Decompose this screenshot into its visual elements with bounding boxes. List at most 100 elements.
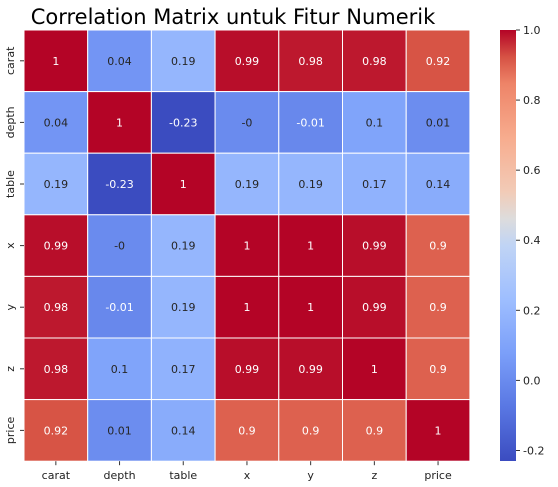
heatmap-cell-price-price	[405, 399, 471, 462]
cell-value-label: 0.98	[298, 55, 323, 68]
heatmap-cell-carat-z	[342, 29, 407, 93]
heatmap-cell-z-x	[214, 337, 280, 401]
cell-value-label: 0.19	[44, 178, 69, 191]
heatmap-cell-depth-table	[150, 91, 216, 154]
cell-value-label: 1	[180, 178, 187, 191]
colorbar-tick-label: 0.2	[523, 304, 541, 317]
cell-value-label: 0.9	[238, 424, 256, 437]
heatmap-cell-price-x	[214, 399, 280, 462]
heatmap-cell-table-depth	[87, 152, 152, 216]
heatmap-cell-x-carat	[23, 214, 89, 277]
colorbar-ticks: 1.0 0.8 0.6 0.4 0.2 0.0 -0.2	[516, 24, 544, 457]
cell-value-label: 1	[307, 301, 314, 314]
cell-value-label: 0.17	[362, 178, 387, 191]
column-tick-labels: carat depth table x y z price	[42, 461, 452, 482]
heatmap-cell-z-carat	[23, 337, 89, 401]
cell-value-label: 0.98	[362, 55, 387, 68]
cell-value-label: 0.14	[426, 178, 451, 191]
cell-value-label: 0.99	[235, 55, 260, 68]
heatmap-cell-depth-y	[278, 91, 343, 154]
cell-value-label: 0.04	[107, 55, 132, 68]
heatmap-cell-table-z	[342, 152, 407, 216]
cell-value-label: 0.14	[171, 424, 196, 437]
row-tick-label: x	[4, 242, 17, 249]
heatmap-cell-price-z	[342, 399, 407, 462]
cell-value-label: 1	[307, 240, 314, 253]
heatmap-cell-carat-x	[214, 29, 280, 93]
colorbar-tick-label: 0.8	[523, 94, 541, 107]
cell-value-label: -0.23	[169, 116, 197, 129]
cell-value-label: 0.99	[235, 363, 260, 376]
heatmap-cell-carat-table	[150, 29, 216, 93]
heatmap-cell-z-price	[405, 337, 471, 401]
cell-value-label: 0.99	[362, 240, 387, 253]
cell-value-label: 1	[243, 301, 250, 314]
cell-value-label: 0.99	[362, 301, 387, 314]
cell-value-label: 0.17	[171, 363, 196, 376]
heatmap-cell-table-price	[405, 152, 471, 216]
heatmap-cell-table-x	[214, 152, 280, 216]
cell-value-label: 0.19	[171, 55, 196, 68]
cell-value-label: 0.99	[298, 363, 323, 376]
cell-value-label: -0.23	[105, 178, 133, 191]
heatmap-cell-table-table	[150, 152, 216, 216]
cell-value-label: 0.99	[44, 240, 69, 253]
row-tick-label: z	[4, 366, 17, 372]
cell-value-label: 0.01	[107, 424, 132, 437]
cell-value-label: 1	[435, 424, 442, 437]
colorbar-tick-label: 1.0	[523, 24, 541, 37]
heatmap-cell-x-price	[405, 214, 471, 277]
cell-value-label: 0.98	[44, 301, 69, 314]
colorbar-tick-label: 0.6	[523, 164, 541, 177]
row-tick-label: table	[4, 170, 17, 198]
column-tick-label: price	[424, 469, 452, 482]
cell-value-label: 0.19	[235, 178, 260, 191]
heatmap-cell-y-carat	[23, 275, 89, 339]
colorbar-tick-label: 0.4	[523, 234, 541, 247]
column-tick-label: z	[371, 469, 377, 482]
heatmap-cell-z-depth	[87, 337, 152, 401]
cell-value-label: 1	[243, 240, 250, 253]
heatmap-cell-y-table	[150, 275, 216, 339]
heatmap-cell-depth-price	[405, 91, 471, 154]
column-tick-label: carat	[42, 469, 71, 482]
cell-value-label: 1	[116, 116, 123, 129]
row-tick-labels: carat depth table x y z price	[4, 46, 24, 444]
cell-value-label: 0.92	[426, 55, 451, 68]
column-tick-label: depth	[104, 469, 136, 482]
heatmap-cell-price-carat	[23, 399, 89, 462]
colorbar-tick-label: -0.2	[523, 444, 544, 457]
row-tick-label: price	[4, 416, 17, 444]
heatmap-cells: 1 0.04 0.19 0.99 0.98 0.98 0.92 0.04 1 -0.23 -0 -0.…	[23, 29, 471, 462]
cell-value-label: 0.04	[44, 116, 69, 129]
heatmap-cell-z-y	[278, 337, 343, 401]
cell-value-label: -0.01	[296, 116, 324, 129]
heatmap-cell-price-y	[278, 399, 343, 462]
cell-value-label: 0.9	[366, 424, 384, 437]
cell-value-label: 0.01	[426, 116, 451, 129]
cell-value-label: -0.01	[105, 301, 133, 314]
cell-value-label: 0.9	[429, 240, 447, 253]
cell-value-label: 0.9	[429, 301, 447, 314]
colorbar	[500, 30, 516, 461]
colorbar-tick-label: 0.0	[523, 374, 541, 387]
chart-title: Correlation Matrix untuk Fitur Numerik	[31, 5, 436, 29]
cell-value-label: 0.92	[44, 424, 69, 437]
cell-value-label: 0.19	[171, 301, 196, 314]
column-tick-label: y	[307, 469, 314, 482]
cell-value-label: -0	[114, 240, 125, 253]
heatmap-cell-carat-carat	[23, 29, 89, 93]
cell-value-label: 0.98	[44, 363, 69, 376]
cell-value-label: 1	[371, 363, 378, 376]
heatmap-cell-x-depth	[87, 214, 152, 277]
column-tick-label: x	[244, 469, 251, 482]
row-tick-label: y	[4, 303, 17, 310]
heatmap-cell-price-table	[150, 399, 216, 462]
cell-value-label: 0.19	[171, 240, 196, 253]
cell-value-label: 0.1	[366, 116, 384, 129]
column-tick-label: table	[169, 469, 197, 482]
heatmap-cell-x-x	[214, 214, 280, 277]
cell-value-label: -0	[241, 116, 252, 129]
heatmap-cell-carat-depth	[87, 29, 152, 93]
